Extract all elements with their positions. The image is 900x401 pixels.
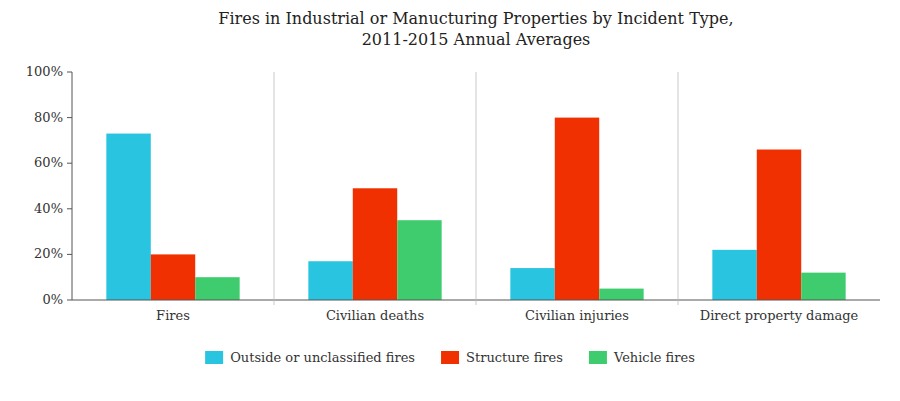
y-tick-label: 100% xyxy=(26,64,63,79)
bar xyxy=(397,220,441,300)
group-separator xyxy=(476,72,477,305)
legend-swatch xyxy=(205,351,223,364)
bar xyxy=(106,134,150,300)
legend: Outside or unclassified fires Structure f… xyxy=(205,350,695,365)
x-tick-label: Direct property damage xyxy=(700,308,859,323)
legend-item: Structure fires xyxy=(441,350,563,365)
bar xyxy=(801,273,845,300)
y-tick-label: 60% xyxy=(34,155,63,170)
bar xyxy=(599,289,643,300)
y-tick xyxy=(67,163,72,164)
chart: Fires in Industrial or Manucturing Prope… xyxy=(0,0,900,401)
legend-swatch xyxy=(589,351,607,364)
y-tick xyxy=(67,117,72,118)
x-axis: Fires Civilian deaths Civilian injuries Dir… xyxy=(72,72,880,323)
y-tick-label: 20% xyxy=(34,246,63,261)
y-axis-line xyxy=(72,72,73,300)
legend-label: Vehicle fires xyxy=(613,350,695,365)
y-tick-label: 80% xyxy=(34,110,63,125)
y-tick-label: 0% xyxy=(42,292,63,307)
y-tick-label: 40% xyxy=(34,201,63,216)
x-tick-label: Civilian deaths xyxy=(326,308,424,323)
bar xyxy=(151,254,195,300)
x-tick-label: Civilian injuries xyxy=(525,308,629,323)
bar xyxy=(195,277,239,300)
bar xyxy=(712,250,756,300)
bar xyxy=(555,118,599,300)
title-line: Fires in Industrial or Manucturing Prope… xyxy=(218,9,733,28)
y-tick xyxy=(67,72,72,73)
bar xyxy=(757,150,801,300)
legend-item: Vehicle fires xyxy=(589,350,695,365)
legend-swatch xyxy=(441,351,459,364)
bar xyxy=(510,268,554,300)
y-tick xyxy=(67,254,72,255)
y-axis: 0% 20% 40% 60% 80% 100% xyxy=(26,64,72,307)
x-tick-label: Fires xyxy=(156,308,190,323)
group-separator xyxy=(274,72,275,305)
bar xyxy=(308,261,352,300)
title: Fires in Industrial or Manucturing Prope… xyxy=(218,9,733,49)
bar xyxy=(353,188,397,300)
y-tick xyxy=(67,208,72,209)
group-separator xyxy=(678,72,679,305)
title-line: 2011-2015 Annual Averages xyxy=(362,30,591,49)
y-tick xyxy=(67,300,72,301)
legend-label: Outside or unclassified fires xyxy=(230,350,415,365)
legend-label: Structure fires xyxy=(466,350,563,365)
legend-item: Outside or unclassified fires xyxy=(205,350,415,365)
